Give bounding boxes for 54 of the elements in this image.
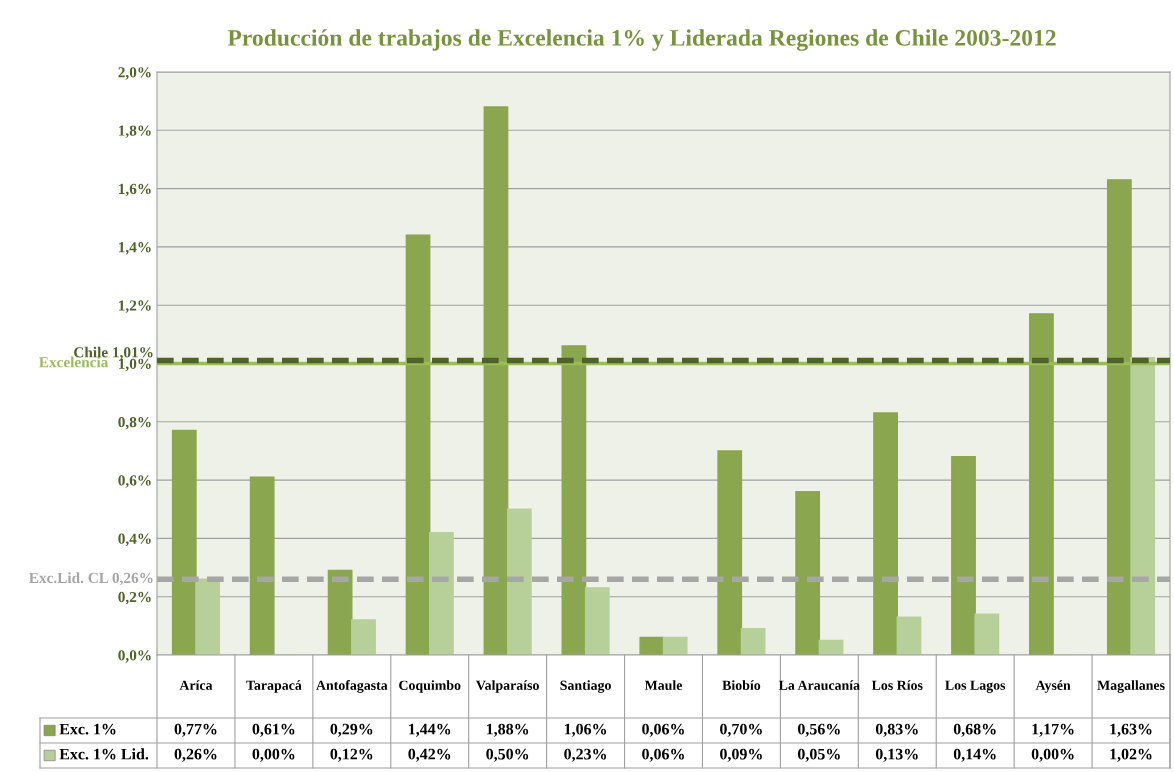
y-tick-label: 1,4% (118, 242, 151, 255)
x-tick-label: Aríca (179, 680, 213, 690)
data-label: 0,13% (875, 748, 918, 762)
y-tick-label: 1,8% (118, 125, 151, 138)
data-label: 0,29% (330, 723, 373, 737)
y-tick-label: 0,8% (118, 416, 151, 430)
data-label: 0,06% (642, 723, 684, 737)
data-label: 1,02% (1110, 748, 1152, 762)
data-label: 0,00% (252, 748, 295, 762)
data-label: 0,09% (720, 748, 762, 762)
data-label: 0,56% (797, 723, 840, 737)
legend-label: Exc. 1% Lid. (59, 748, 149, 760)
x-tick-label: Coquimbo (399, 680, 461, 693)
y-tick-label: 0,4% (118, 533, 151, 547)
y-tick-label: 1,2% (118, 300, 151, 313)
y-tick-label: 0,0% (118, 650, 151, 663)
x-tick-label: Magallanes (1097, 680, 1165, 693)
data-label: 0,14% (953, 748, 996, 762)
x-tick-label: Antofagasta (316, 680, 388, 693)
data-label: 0,70% (720, 723, 762, 737)
data-label: 0,83% (875, 723, 918, 737)
data-label: 1,06% (564, 723, 607, 737)
data-label: 1,44% (409, 723, 451, 737)
x-tick-label: Tarapacá (246, 680, 302, 693)
data-label: 0,68% (953, 723, 996, 737)
legend-label: Exc. 1% (59, 723, 116, 735)
data-label: 0,26% (174, 748, 217, 762)
x-tick-label: Aysén (1035, 680, 1071, 693)
x-tick-label: Los Lagos (945, 680, 1006, 693)
data-label: 0,00% (1031, 748, 1074, 762)
data-label: 0,23% (564, 748, 607, 762)
x-tick-label: Santiago (560, 680, 611, 693)
x-tick-label: Maule (644, 680, 683, 691)
ref-line-label: Exc.Lid. CL 0,26% (29, 572, 153, 586)
y-tick-label: 1,6% (118, 183, 151, 197)
chart-title: Producción de trabajos de Excelencia 1% y Liderada Regiones de Chile 2003-2012 (227, 29, 1056, 51)
y-tick-label: 0,6% (118, 475, 151, 488)
y-tick-label: 1,0% (118, 358, 151, 372)
data-label: 1,17% (1032, 723, 1074, 737)
data-label: 0,05% (797, 748, 840, 762)
y-tick-label: 2,0% (118, 67, 151, 80)
data-label: 0,06% (642, 748, 684, 762)
data-label: 0,61% (252, 723, 295, 737)
x-tick-label: Los Ríos (871, 680, 923, 690)
x-tick-label: Valparaíso (476, 680, 539, 693)
data-label: 0,50% (486, 748, 529, 762)
data-label: 1,88% (486, 723, 529, 737)
data-label: 0,77% (174, 723, 217, 737)
data-label: 1,63% (1110, 723, 1152, 737)
x-tick-label: Biobío (722, 680, 761, 690)
data-label: 0,42% (408, 748, 451, 762)
data-label: 0,12% (330, 748, 373, 762)
y-tick-label: 0,2% (118, 591, 151, 605)
x-tick-label: La Araucanía (778, 680, 860, 691)
